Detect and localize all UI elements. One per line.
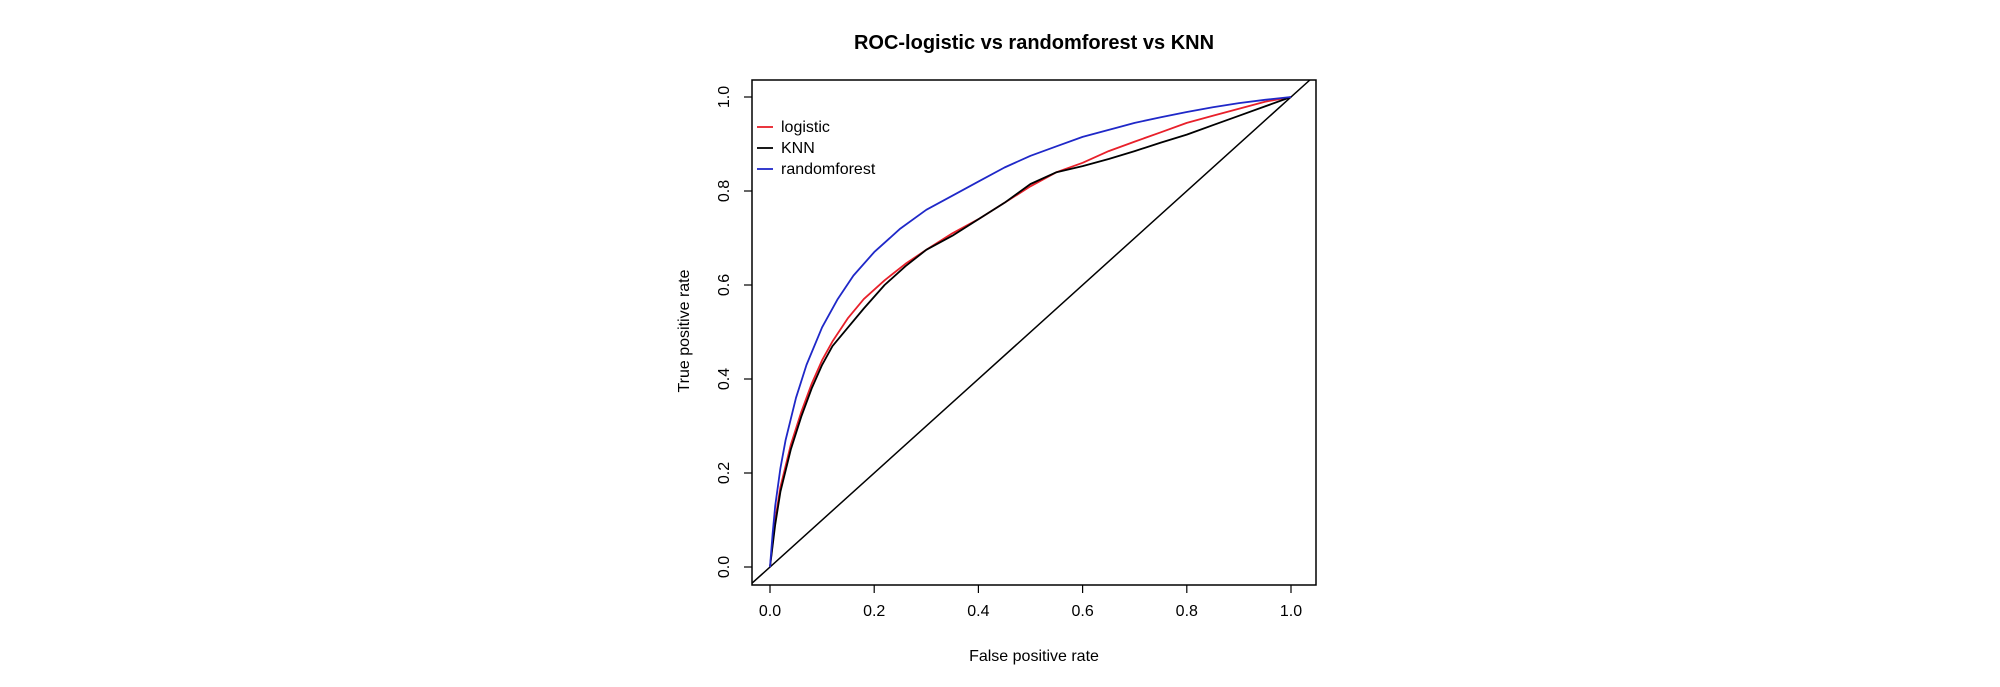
x-tick-label: 0.4: [967, 603, 989, 620]
x-tick-label: 0.0: [759, 603, 781, 620]
legend-label-logistic: logistic: [781, 119, 830, 136]
x-axis-label: False positive rate: [969, 648, 1099, 665]
series-line-randomforest: [769, 96, 1292, 568]
series-line-knn: [769, 96, 1292, 568]
legend: logistic KNN randomforest: [757, 119, 876, 178]
y-tick-label: 1.0: [716, 86, 733, 108]
y-tick-label: 0.4: [716, 368, 733, 390]
y-axis-label: True positive rate: [676, 269, 693, 392]
series-line-logistic: [769, 96, 1292, 568]
roc-curves: [751, 79, 1311, 584]
legend-label-knn: KNN: [781, 140, 815, 157]
y-tick-label: 0.0: [716, 556, 733, 578]
x-tick-label: 0.8: [1176, 603, 1198, 620]
axis-ticks: 0.0 0.2 0.4 0.6 0.8 1.0 0.0 0.2 0.4 0.6 0.8 1.0: [716, 86, 1302, 620]
x-tick-label: 0.6: [1071, 603, 1093, 620]
diagonal-reference-line: [751, 79, 1311, 584]
y-tick-label: 0.2: [716, 462, 733, 484]
plot-frame: [751, 79, 1317, 586]
x-tick-label: 0.2: [863, 603, 885, 620]
legend-label-randomforest: randomforest: [781, 161, 876, 178]
x-tick-label: 1.0: [1280, 603, 1302, 620]
y-tick-label: 0.8: [716, 180, 733, 202]
chart-title: ROC-logistic vs randomforest vs KNN: [854, 32, 1214, 54]
y-tick-label: 0.6: [716, 274, 733, 296]
